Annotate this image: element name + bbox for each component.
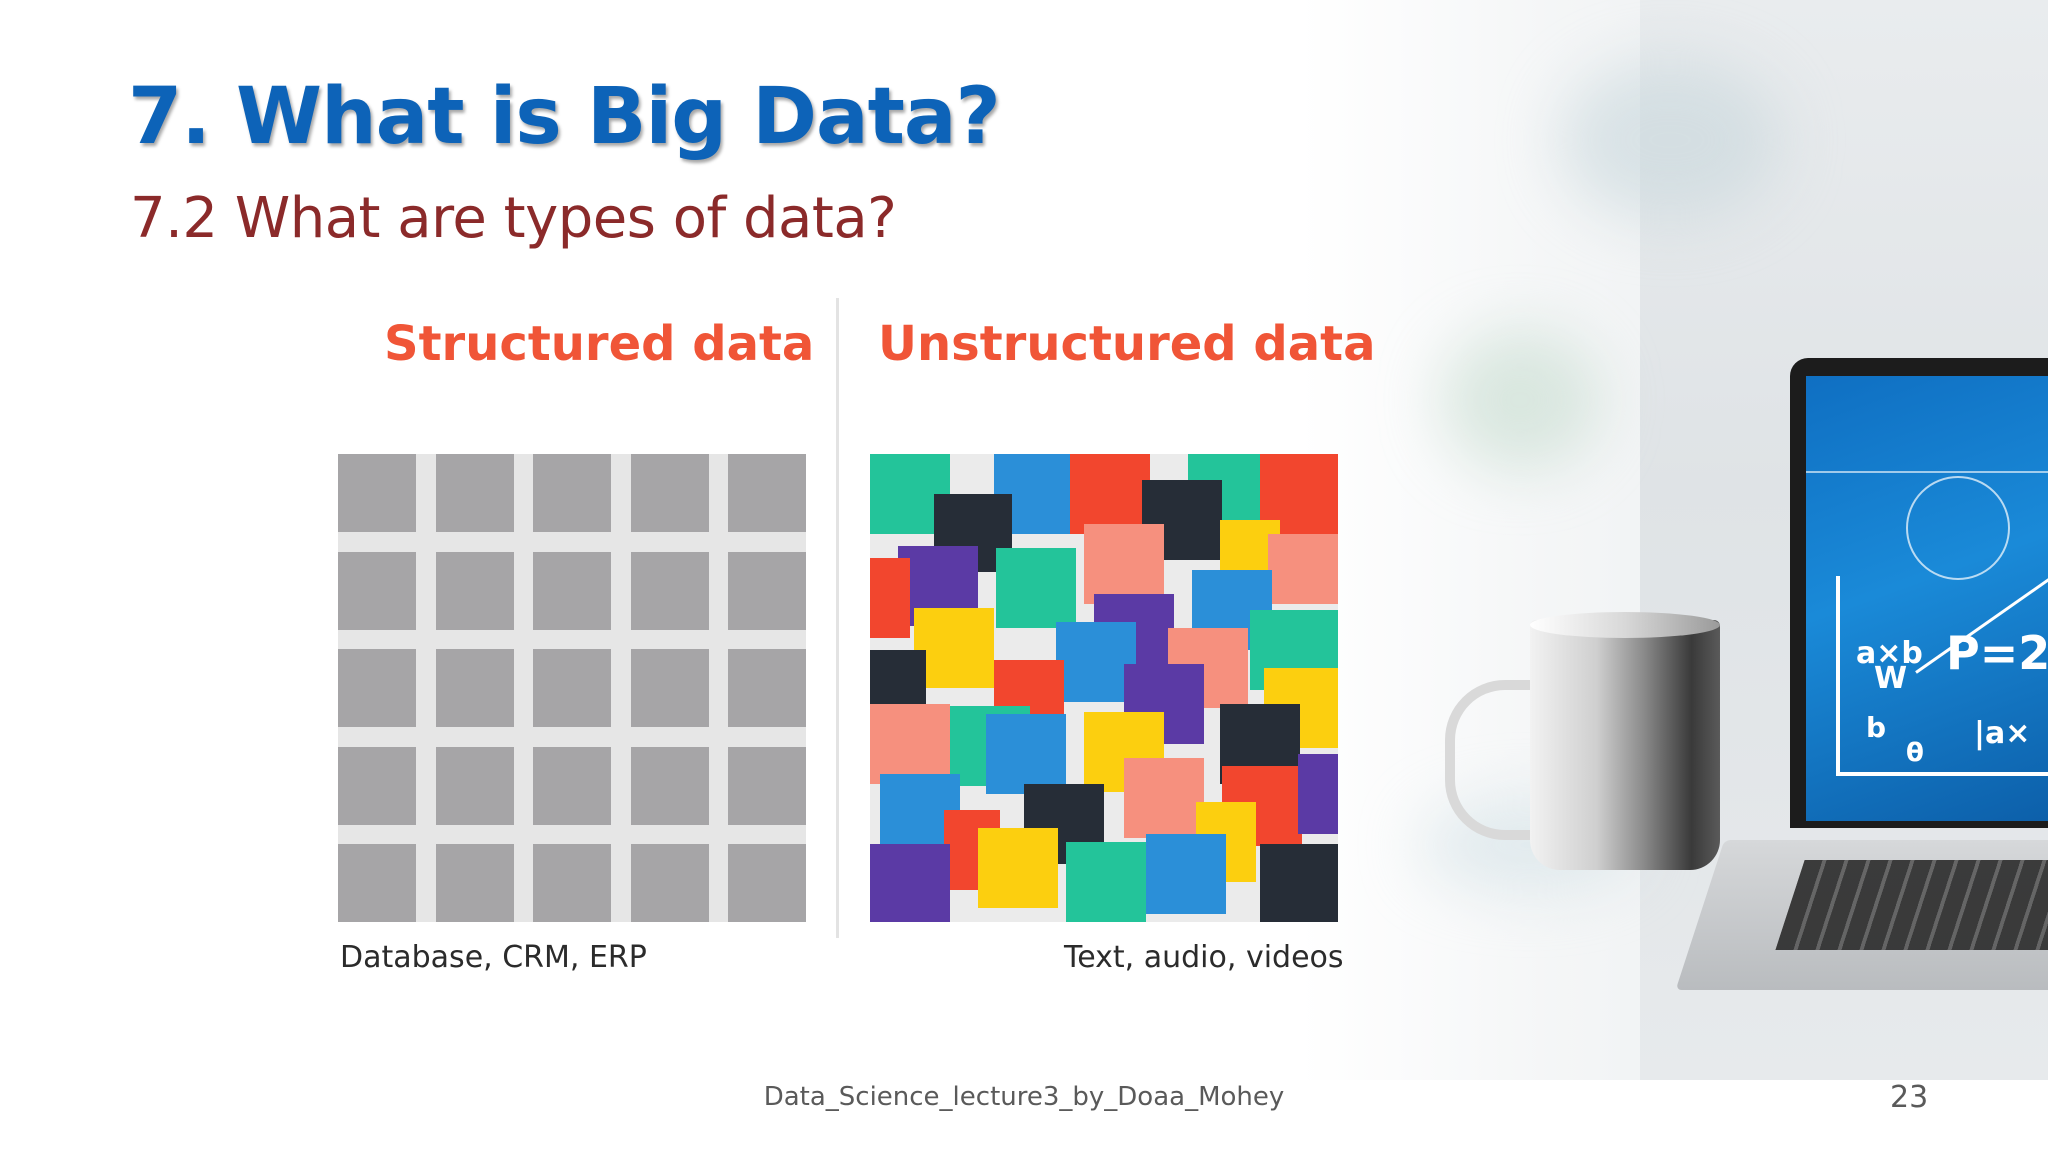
grid-cell (630, 454, 709, 532)
collage-square (1124, 758, 1204, 838)
collage-square (870, 650, 926, 710)
grid-cell (533, 551, 611, 630)
structured-grid (338, 454, 806, 922)
mug-handle (1445, 680, 1565, 840)
grid-cell (630, 746, 709, 825)
collage-square (1260, 844, 1338, 922)
grid-cell (435, 844, 514, 922)
collage-square (996, 548, 1076, 628)
unstructured-collage (870, 454, 1338, 922)
grid-cell (630, 649, 709, 727)
chalk-line (1806, 471, 2048, 473)
formula-text: P=2 (1946, 626, 2048, 680)
formula-text: |a× (1974, 716, 2031, 751)
chalk-axis (1836, 576, 1840, 776)
grid-cell (338, 746, 416, 825)
unstructured-heading: Unstructured data (878, 316, 1376, 372)
grid-cell (728, 551, 806, 630)
slide-footer: Data_Science_lecture3_by_Doaa_Mohey (763, 1082, 1285, 1112)
collage-square (870, 558, 910, 638)
collage-square (1056, 622, 1136, 702)
grid-cell (435, 746, 514, 825)
mug (1530, 620, 1720, 870)
unstructured-caption: Text, audio, videos (1064, 940, 1344, 975)
collage-square (986, 714, 1066, 794)
collage-square (1070, 454, 1150, 534)
formula-text: W (1874, 661, 1908, 696)
grid-cell (728, 454, 806, 532)
data-types-figure: Structured data Unstructured data Databa… (320, 290, 1375, 1010)
slide-title: 7. What is Big Data? (128, 72, 1001, 162)
collage-square (1066, 842, 1146, 922)
collage-square (1298, 754, 1338, 834)
grid-cell (338, 454, 416, 532)
collage-square (870, 704, 950, 784)
formula-text: a×b (1856, 636, 1923, 671)
grid-cell (435, 551, 514, 630)
grid-cell (630, 551, 709, 630)
mug-rim (1530, 612, 1720, 638)
chalk-circle (1906, 476, 2010, 580)
collage-square (1146, 834, 1226, 914)
grid-cell (533, 649, 611, 727)
grid-cell (338, 649, 416, 727)
background-blur (1440, 330, 1600, 470)
collage-square (914, 608, 994, 688)
grid-cell (728, 746, 806, 825)
structured-caption: Database, CRM, ERP (340, 940, 647, 975)
grid-cell (728, 649, 806, 727)
formula-text: b (1866, 711, 1887, 744)
laptop-display: P=2 a×b W b θ |a× (1806, 376, 2048, 821)
grid-cell (533, 454, 611, 532)
grid-cell (630, 844, 709, 922)
collage-square (1084, 524, 1164, 604)
collage-square (870, 844, 950, 922)
background-blur (1560, 60, 1780, 220)
grid-cell (533, 746, 611, 825)
grid-cell (533, 844, 611, 922)
column-divider (836, 298, 839, 938)
structured-heading: Structured data (384, 316, 815, 372)
page-number: 23 (1890, 1080, 1929, 1115)
collage-square (978, 828, 1058, 908)
grid-cell (435, 649, 514, 727)
collage-square (1268, 534, 1338, 604)
formula-text: θ (1906, 738, 1924, 768)
chalk-axis (1836, 772, 2048, 776)
laptop-keyboard (1775, 860, 2048, 950)
grid-cell (728, 844, 806, 922)
grid-cell (338, 551, 416, 630)
grid-cell (338, 844, 416, 922)
grid-cell (435, 454, 514, 532)
slide-subtitle: 7.2 What are types of data? (130, 186, 897, 251)
